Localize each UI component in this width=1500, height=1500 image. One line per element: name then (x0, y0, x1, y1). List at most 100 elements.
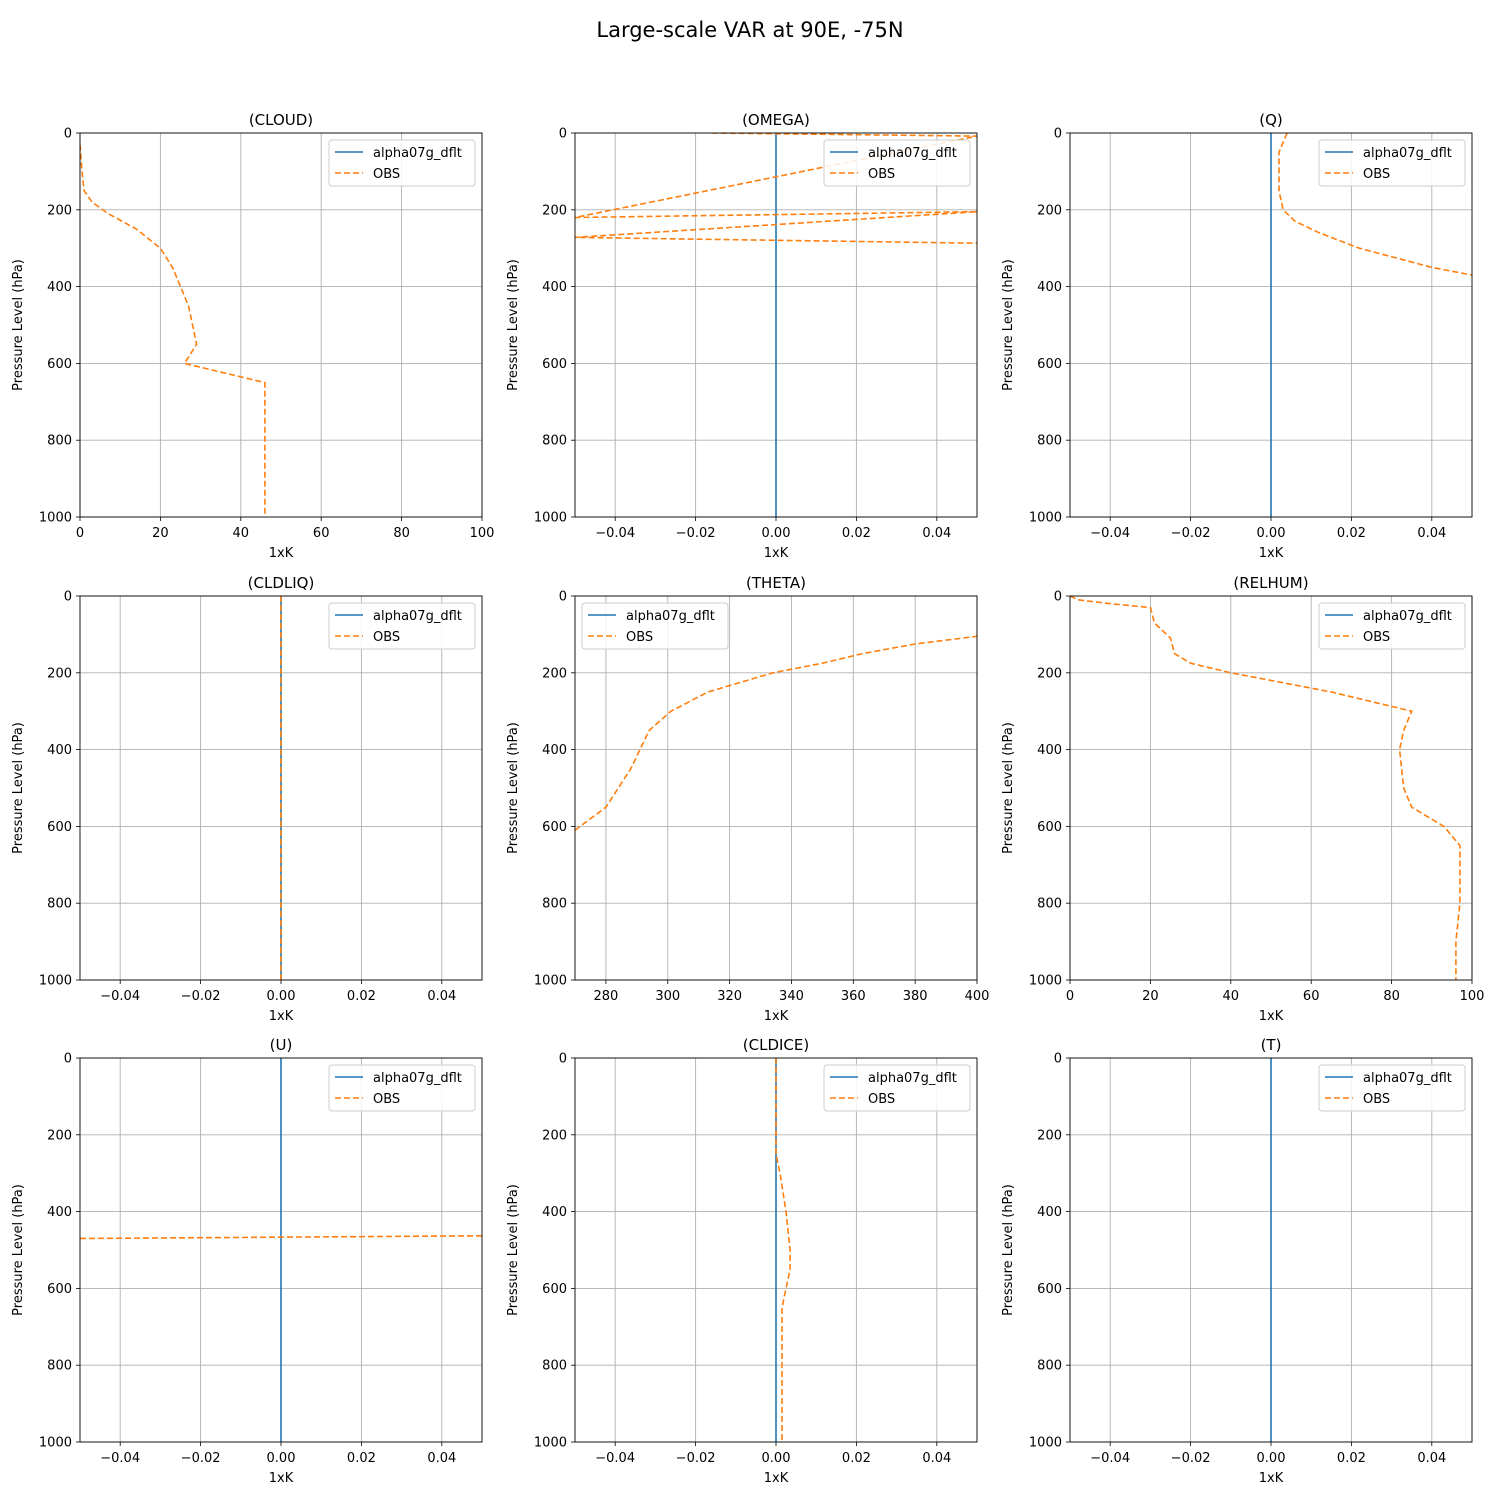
y-tick-label: 800 (542, 434, 567, 449)
legend-label: alpha07g_dflt (868, 146, 957, 161)
x-tick-label: 0.02 (347, 1451, 376, 1466)
obs-series-line (1070, 596, 1461, 980)
subplot-title: (U) (270, 1036, 293, 1054)
legend-box (1318, 139, 1466, 187)
x-tick-label: −0.02 (1171, 1451, 1211, 1466)
x-tick-label: 380 (903, 989, 928, 1004)
legend-label: OBS (868, 167, 895, 182)
y-axis-label: Pressure Level (hPa) (11, 1184, 26, 1316)
y-axis-label: Pressure Level (hPa) (11, 722, 26, 854)
legend-box (1318, 602, 1466, 650)
x-tick-label: 40 (1223, 989, 1240, 1004)
x-tick-label: 0.00 (762, 1451, 791, 1466)
y-tick-label: 800 (1037, 897, 1062, 912)
x-tick-label: −0.04 (595, 1451, 635, 1466)
y-tick-label: 600 (542, 1282, 567, 1297)
x-tick-label: 80 (1383, 989, 1400, 1004)
subplot-cloud: 0 20 40 60 80 10002004006008001000(CLOUD)1xKP… (11, 111, 494, 561)
y-tick-label: 0 (64, 1052, 72, 1067)
legend: alpha07g_dflt OBS (328, 1064, 476, 1112)
x-tick-label: 0.02 (1337, 526, 1366, 541)
y-tick-label: 1000 (39, 511, 72, 526)
y-tick-label: 800 (47, 897, 72, 912)
subplot-title: (CLDICE) (743, 1036, 809, 1054)
y-tick-label: 1000 (39, 1436, 72, 1451)
x-tick-label: 80 (393, 526, 410, 541)
subplot-theta: 280 300 320 340 360 380 400 0 200 400 600 800 1000 (T… (506, 574, 989, 1024)
y-tick-label: 400 (47, 743, 72, 758)
x-tick-label: 0.00 (1257, 526, 1286, 541)
y-axis-label: Pressure Level (hPa) (11, 259, 26, 391)
x-tick-label: −0.04 (100, 1451, 140, 1466)
x-tick-label: −0.02 (1171, 526, 1211, 541)
x-tick-label: 0.04 (427, 989, 456, 1004)
axes-frame (79, 1057, 483, 1443)
y-tick-label: 200 (542, 203, 567, 218)
y-tick-label: 800 (47, 434, 72, 449)
axes-frame (574, 595, 978, 981)
legend: alpha07g_dflt OBS (823, 139, 971, 187)
legend-label: alpha07g_dflt (373, 146, 462, 161)
x-axis-label: 1xK (1259, 546, 1284, 561)
legend-label: alpha07g_dflt (1363, 146, 1452, 161)
subplot-relhum: 0 20 40 60 80 10002004006008001000(RELHUM)1xK… (1001, 574, 1484, 1024)
legend-label: OBS (1363, 167, 1390, 182)
figure-suptitle: Large-scale VAR at 90E, -75N (596, 18, 903, 42)
y-tick-label: 400 (47, 1205, 72, 1220)
y-tick-label: 600 (47, 1282, 72, 1297)
x-tick-label: 320 (717, 989, 742, 1004)
x-tick-label: 0.02 (842, 1451, 871, 1466)
y-tick-label: 400 (1037, 743, 1062, 758)
y-axis-label: Pressure Level (hPa) (1001, 1184, 1016, 1316)
y-tick-label: 800 (47, 1359, 72, 1374)
subplot-title: (THETA) (746, 574, 806, 592)
x-tick-label: −0.02 (676, 1451, 716, 1466)
legend-box (1318, 1064, 1466, 1112)
axes-frame (79, 132, 483, 518)
x-axis-label: 1xK (269, 1471, 294, 1486)
x-tick-label: −0.04 (1090, 1451, 1130, 1466)
y-tick-label: 800 (1037, 434, 1062, 449)
legend-box (328, 1064, 476, 1112)
y-tick-label: 0 (559, 1052, 567, 1067)
subplot-u: −0.04 −0.02 0.00 0.02 0.04 0 200 400 600 800 1000 (… (11, 1036, 483, 1486)
subplot-grid: 0 20 40 60 80 10002004006008001000(CLOUD)1xKP… (11, 111, 1484, 1486)
axes-frame (1069, 1057, 1473, 1443)
subplot-title: (RELHUM) (1233, 574, 1308, 592)
subplot-title: (Q) (1259, 111, 1283, 129)
y-tick-label: 400 (1037, 1205, 1062, 1220)
legend: alpha07g_dflt OBS (823, 1064, 971, 1112)
legend-label: OBS (868, 1092, 895, 1107)
y-axis-label: Pressure Level (hPa) (506, 722, 521, 854)
subplot-title: (CLOUD) (249, 111, 313, 129)
subplot-q: −0.04 −0.02 0.00 0.02 0.04 0 200 400 600 800 1000 (… (1001, 111, 1473, 561)
x-tick-label: 0.00 (267, 989, 296, 1004)
y-tick-label: 400 (1037, 280, 1062, 295)
y-tick-label: 400 (542, 1205, 567, 1220)
y-tick-label: 0 (559, 127, 567, 142)
y-axis-label: Pressure Level (hPa) (1001, 259, 1016, 391)
x-tick-label: 60 (313, 526, 330, 541)
legend-label: OBS (373, 630, 400, 645)
obs-series-line (1278, 133, 1472, 276)
legend-box (823, 139, 971, 187)
x-tick-label: 100 (470, 526, 495, 541)
x-tick-label: 0.04 (922, 1451, 951, 1466)
subplot-omega: −0.04 −0.02 0.00 0.02 0.04 0 200 400 600 800 1000 (… (506, 111, 978, 561)
x-tick-label: −0.04 (1090, 526, 1130, 541)
y-tick-label: 1000 (1029, 1436, 1062, 1451)
legend: alpha07g_dflt OBS (581, 602, 729, 650)
x-axis-label: 1xK (764, 1471, 789, 1486)
y-tick-label: 600 (1037, 357, 1062, 372)
subplot-title: (OMEGA) (742, 111, 810, 129)
x-tick-label: 0.04 (1417, 526, 1446, 541)
obs-series-line (775, 1058, 791, 1442)
x-axis-label: 1xK (269, 1009, 294, 1024)
y-tick-label: 0 (1054, 127, 1062, 142)
obs-series-line (575, 133, 977, 244)
axes-frame (574, 132, 978, 518)
y-tick-label: 200 (1037, 666, 1062, 681)
legend-label: OBS (373, 167, 400, 182)
y-tick-label: 1000 (534, 974, 567, 989)
x-tick-label: 0.04 (922, 526, 951, 541)
